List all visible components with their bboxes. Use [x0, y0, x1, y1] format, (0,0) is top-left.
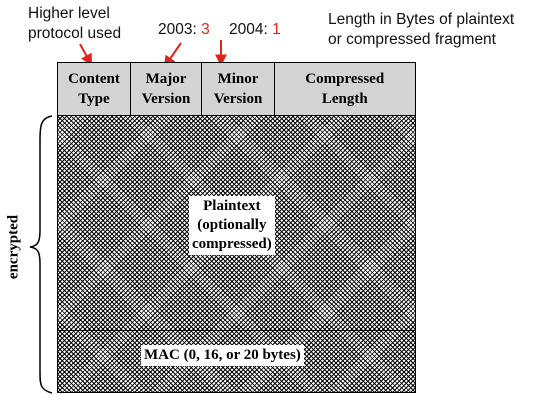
length-line2: or compressed fragment: [328, 31, 496, 48]
major-version-2003-value: 3: [201, 21, 210, 38]
year-2003-label: 2003:: [158, 21, 197, 38]
higher-level-line1: Higher level: [28, 5, 110, 22]
minor-version-field: Minor Version: [201, 62, 275, 116]
length-line1: Length in Bytes of plaintext: [328, 11, 515, 28]
minor-version-2004-value: 1: [272, 21, 281, 38]
content-type-field: Content Type: [57, 62, 131, 116]
plaintext-line2: (optionally: [197, 217, 267, 233]
year-2004-label: 2004:: [229, 21, 268, 38]
minor-version-line2: Version: [213, 91, 263, 107]
length-annotation: Length in Bytes of plaintext or compress…: [328, 10, 514, 50]
major-version-line1: Major: [145, 71, 187, 87]
version-2003-annotation: 2003: 3: [158, 20, 210, 40]
encrypted-label-text: encrypted: [5, 214, 22, 280]
plaintext-line1: Plaintext: [203, 198, 261, 214]
compressed-length-line1: Compressed: [305, 71, 385, 87]
major-version-line2: Version: [141, 91, 191, 107]
higher-level-line2: protocol used: [28, 25, 122, 42]
version-2004-annotation: 2004: 1: [229, 20, 281, 40]
mac-label: MAC (0, 16, or 20 bytes): [141, 345, 304, 366]
record-body: Plaintext (optionally compressed) MAC (0…: [57, 115, 416, 393]
plaintext-label: Plaintext (optionally compressed): [189, 196, 275, 255]
content-type-arrow: [79, 43, 93, 67]
major-version-field: Major Version: [129, 62, 203, 116]
content-type-line2: Type: [78, 91, 110, 107]
compressed-length-line2: Length: [321, 91, 368, 107]
mac-divider: [58, 330, 415, 331]
compressed-length-field: Compressed Length: [273, 62, 416, 116]
higher-level-annotation: Higher level protocol used: [28, 4, 121, 44]
encrypted-brace: [29, 115, 53, 394]
content-type-line1: Content: [68, 71, 120, 87]
plaintext-line3: compressed): [192, 236, 272, 252]
minor-version-line1: Minor: [217, 71, 259, 87]
